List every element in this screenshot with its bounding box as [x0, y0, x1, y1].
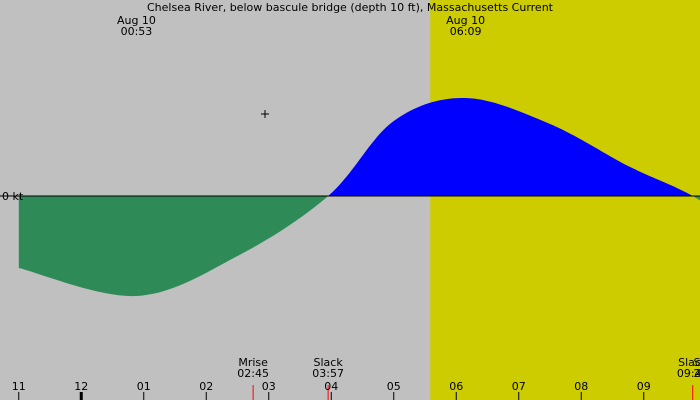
hour-label-0: 11	[12, 380, 26, 393]
hour-label-6: 05	[387, 380, 401, 393]
hour-label-8: 07	[512, 380, 526, 393]
bottom-event-time-0: 02:45	[237, 367, 269, 380]
hour-label-1: 12	[74, 380, 88, 393]
hour-label-7: 06	[449, 380, 463, 393]
ebb-area-2	[692, 196, 700, 201]
chart-title: Chelsea River, below bascule bridge (dep…	[147, 1, 554, 14]
bottom-event-label-2: Slack	[678, 356, 700, 369]
top-event-date-0: Aug 10	[117, 14, 156, 27]
top-event-date-1: Aug 10	[446, 14, 485, 27]
bottom-event-time-5: 2	[694, 367, 700, 380]
zero-label: 0 kt	[2, 190, 24, 203]
hour-label-5: 04	[324, 380, 338, 393]
hour-label-9: 08	[574, 380, 588, 393]
bottom-event-time-2: 09:47	[677, 367, 700, 380]
daylight-band	[430, 0, 700, 400]
top-event-time-0: 00:53	[121, 25, 153, 38]
bottom-event-time-1: 03:57	[312, 367, 344, 380]
hour-label-2: 01	[137, 380, 151, 393]
hour-label-4: 03	[262, 380, 276, 393]
hour-label-3: 02	[199, 380, 213, 393]
top-event-time-1: 06:09	[450, 25, 482, 38]
bottom-event-label-1: Slack	[314, 356, 344, 369]
ebb-area-0	[18, 196, 329, 297]
hour-label-10: 09	[637, 380, 651, 393]
flood-area-1	[328, 98, 693, 196]
bottom-event-label-0: Mrise	[238, 356, 268, 369]
bottom-event-label-5: S	[694, 356, 700, 369]
